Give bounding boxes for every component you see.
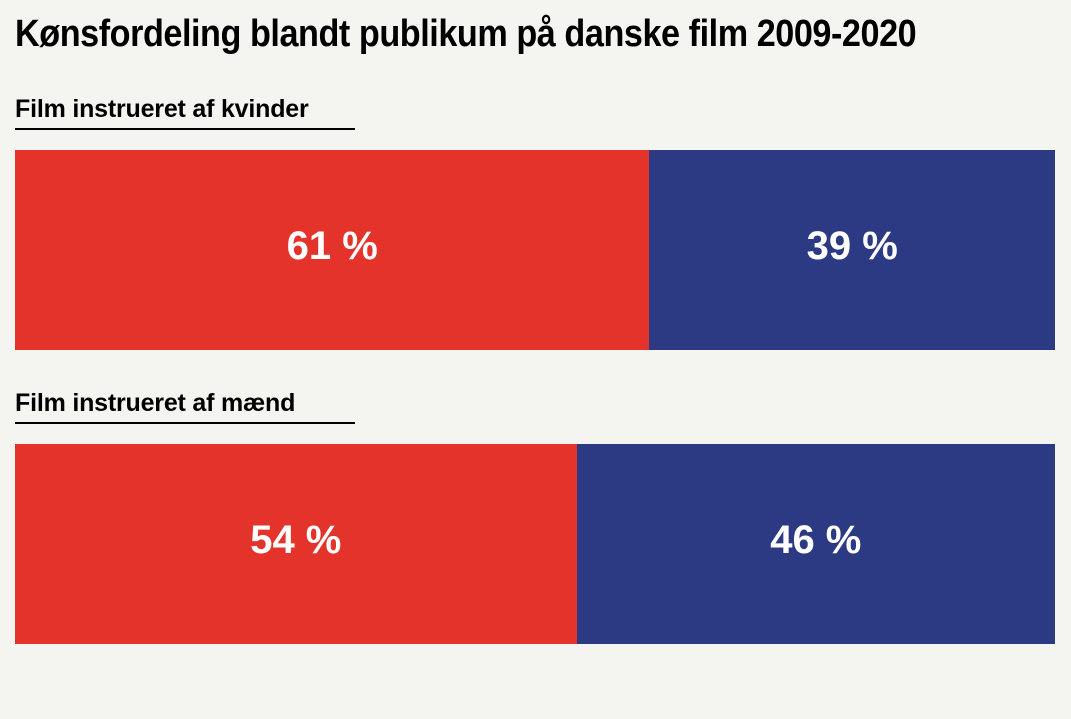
segment-value-label: 39 %	[806, 223, 898, 268]
label-underline	[15, 422, 355, 424]
section-label-wrap: Film instrueret af mænd	[15, 388, 1055, 424]
segment-value-label: 61 %	[286, 223, 378, 268]
bar-segment-red: 54 %	[15, 444, 577, 644]
bar-segment-red: 61 %	[15, 150, 650, 350]
section-label-kvinder: Film instrueret af kvinder	[15, 95, 309, 123]
section-label-wrap: Film instrueret af kvinder	[15, 94, 1055, 130]
label-underline	[15, 128, 355, 130]
bar-segment-blue: 46 %	[576, 444, 1055, 644]
stacked-bar-maend: 54 % 46 %	[15, 444, 1055, 644]
chart-section-kvinder: Film instrueret af kvinder 61 % 39 %	[15, 94, 1055, 350]
section-label-maend: Film instrueret af mænd	[15, 389, 296, 417]
stacked-bar-kvinder: 61 % 39 %	[15, 150, 1055, 350]
segment-value-label: 54 %	[250, 517, 342, 562]
chart-title: Kønsfordeling blandt publikum på danske …	[15, 13, 917, 55]
segment-value-label: 46 %	[770, 517, 862, 562]
bar-segment-blue: 39 %	[649, 150, 1055, 350]
chart-section-maend: Film instrueret af mænd 54 % 46 %	[15, 388, 1055, 644]
